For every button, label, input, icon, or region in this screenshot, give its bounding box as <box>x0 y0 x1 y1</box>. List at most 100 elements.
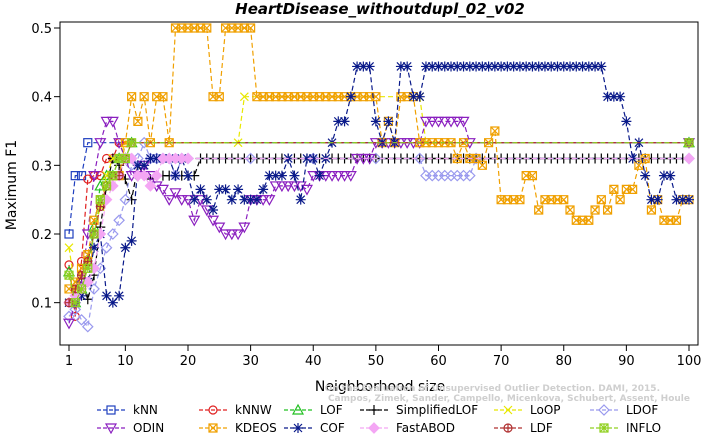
legend-item-fastabod: FastABOD <box>360 421 455 435</box>
data-point <box>150 169 163 182</box>
data-point <box>95 195 105 205</box>
data-point <box>533 61 544 72</box>
legend-item-cof: COF <box>284 421 345 435</box>
series-cof <box>64 61 694 308</box>
series-line-lof <box>68 142 689 305</box>
legend-item-ldf: LDF <box>494 421 553 435</box>
data-point <box>282 181 295 193</box>
data-point <box>83 138 93 148</box>
legend-marker <box>599 423 609 433</box>
data-point <box>508 61 519 72</box>
data-point <box>163 195 176 206</box>
data-point <box>457 116 470 128</box>
data-point <box>477 61 488 72</box>
data-point <box>169 188 182 200</box>
data-point <box>88 171 101 182</box>
data-point <box>201 194 212 205</box>
data-point <box>646 194 657 205</box>
series-knnw <box>64 138 694 321</box>
data-point <box>225 229 238 241</box>
data-point <box>62 318 76 330</box>
data-point <box>558 61 569 72</box>
data-point <box>232 229 245 241</box>
data-point <box>202 23 212 33</box>
legend-marker <box>598 404 610 416</box>
data-point <box>502 61 513 72</box>
data-point <box>602 91 613 102</box>
x-tick-label: 80 <box>555 354 572 369</box>
legend-item-lof: LOF <box>284 403 343 417</box>
data-point <box>263 195 276 206</box>
data-point <box>451 116 464 128</box>
series-fastabod <box>63 152 695 309</box>
legend-marker <box>208 405 218 415</box>
legend-label: kNNW <box>235 403 272 417</box>
data-point <box>584 215 594 225</box>
data-point <box>120 153 130 164</box>
data-point <box>345 91 356 102</box>
x-tick-label: 100 <box>677 354 702 369</box>
data-point <box>220 184 231 195</box>
data-point <box>182 170 193 181</box>
watermark-authors-line: Campos, Zimek, Sander, Campello, Micenko… <box>328 394 690 404</box>
series-line-cof <box>69 65 689 304</box>
data-point <box>75 313 88 326</box>
data-point <box>419 116 432 128</box>
y-axis-label: Maximum F1 <box>4 140 20 230</box>
data-point <box>251 194 262 205</box>
x-tick-label: 1 <box>65 354 73 369</box>
data-point <box>238 222 251 234</box>
data-point <box>114 290 125 301</box>
legend-label: ODIN <box>133 421 164 434</box>
data-point <box>70 171 80 181</box>
data-point <box>458 61 469 72</box>
x-tick-label: 90 <box>618 354 635 369</box>
data-point <box>125 159 138 172</box>
series-line-odin <box>68 120 689 324</box>
data-point <box>175 195 188 206</box>
data-point <box>108 171 118 181</box>
series-line-kdeos <box>68 27 689 290</box>
data-point <box>113 214 125 227</box>
data-point <box>339 116 350 127</box>
data-point <box>326 171 339 182</box>
legend-label: FastABOD <box>396 421 455 434</box>
data-point <box>195 184 206 195</box>
legend-label: INFLO <box>626 421 661 434</box>
data-point <box>189 194 200 205</box>
data-point <box>64 260 74 270</box>
data-point <box>383 116 394 127</box>
series-line-fastabod <box>68 157 689 304</box>
data-point <box>127 138 137 148</box>
data-point <box>565 61 576 72</box>
legend-marker <box>368 422 380 434</box>
data-point <box>94 138 107 149</box>
data-point <box>602 205 613 215</box>
data-point <box>64 270 74 280</box>
data-point <box>214 92 224 102</box>
data-point <box>683 152 695 165</box>
data-point <box>677 194 688 205</box>
data-point <box>106 116 119 128</box>
legend-marker <box>369 405 379 415</box>
data-point <box>559 195 569 205</box>
data-point <box>596 195 606 205</box>
data-point <box>158 92 168 102</box>
data-point <box>358 61 369 72</box>
data-point <box>145 153 156 164</box>
data-point <box>76 290 87 301</box>
data-point <box>628 184 638 194</box>
legend-marker <box>293 423 303 433</box>
data-point <box>521 61 532 72</box>
data-point <box>208 204 219 215</box>
data-point <box>414 91 425 102</box>
data-point <box>370 152 382 165</box>
data-point <box>226 194 237 205</box>
data-point <box>665 170 676 181</box>
data-point <box>106 228 119 240</box>
data-point <box>88 283 100 295</box>
legend-label: LOF <box>320 403 343 417</box>
data-point <box>439 61 450 72</box>
series-line-simplifiedlof <box>69 157 689 304</box>
